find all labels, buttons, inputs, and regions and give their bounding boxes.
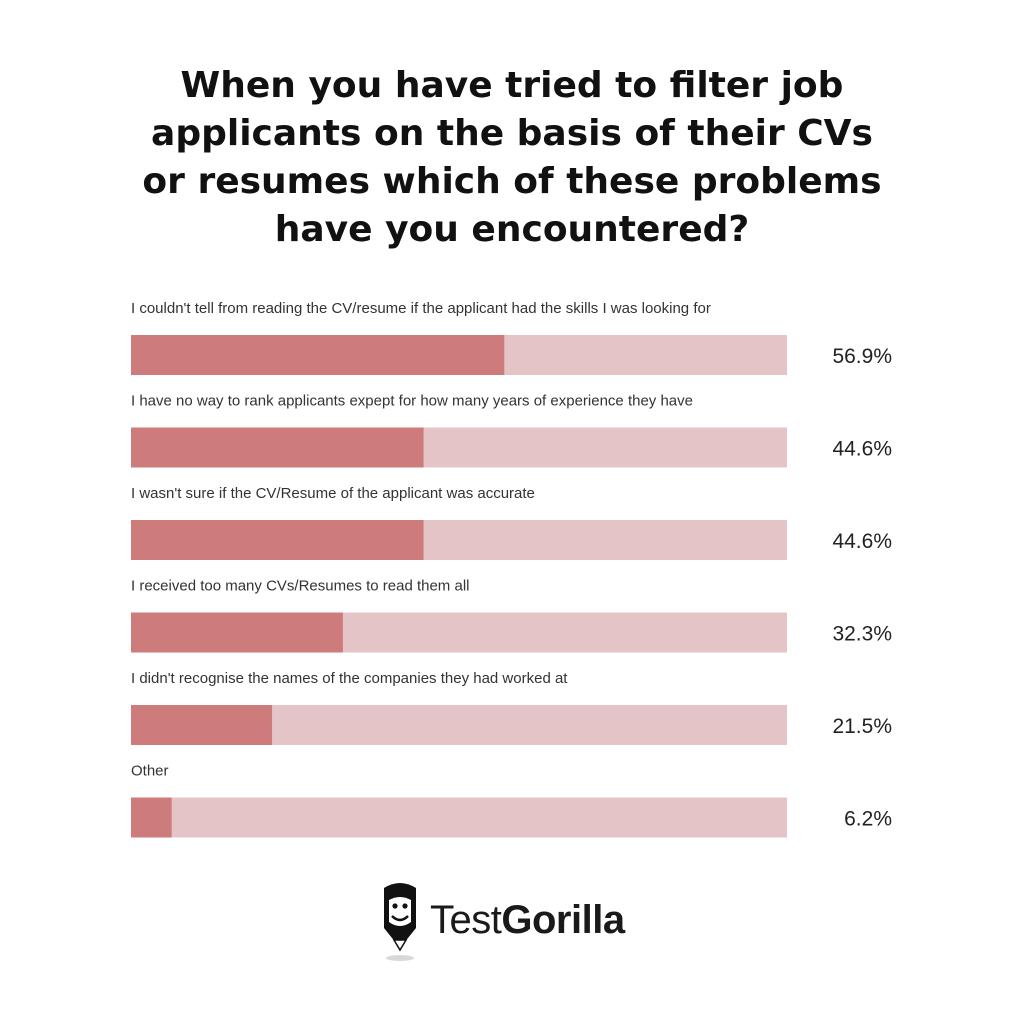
value-label: 56.9% <box>832 345 892 368</box>
title-line-4: have you encountered? <box>274 209 750 250</box>
title-line-1: When you have tried to filter job <box>180 65 844 106</box>
bar <box>131 705 273 745</box>
category-label: I wasn't sure if the CV/Resume of the ap… <box>131 485 535 502</box>
value-label: 44.6% <box>832 530 892 553</box>
bar-track <box>131 335 787 375</box>
bar <box>131 427 424 468</box>
bar-track <box>131 520 787 560</box>
brand-wordmark: TestGorilla <box>430 898 625 943</box>
category-label: I received too many CVs/Resumes to read … <box>131 578 469 595</box>
bar <box>131 520 424 560</box>
bar <box>131 797 172 838</box>
chart-title: When you have tried to filter job applic… <box>60 62 964 254</box>
bar-track <box>131 705 787 745</box>
category-label: I couldn't tell from reading the CV/resu… <box>131 300 711 317</box>
brand-name-bold: Gorilla <box>501 897 625 942</box>
brand-name-light: Test <box>430 897 502 942</box>
bar-track <box>131 612 787 653</box>
value-label: 32.3% <box>832 623 892 646</box>
value-label: 21.5% <box>832 715 892 738</box>
value-label: 44.6% <box>832 438 892 461</box>
category-label: Other <box>131 763 169 780</box>
gorilla-icon <box>384 883 416 961</box>
bar-track <box>131 797 787 838</box>
bar-track <box>131 427 787 468</box>
title-line-3: or resumes which of these problems <box>142 161 882 202</box>
bar <box>131 335 505 375</box>
brand-logo: TestGorilla <box>380 878 625 962</box>
bar <box>131 612 343 653</box>
value-label: 6.2% <box>844 808 892 831</box>
title-line-2: applicants on the basis of their CVs <box>151 113 873 154</box>
category-label: I didn't recognise the names of the comp… <box>131 670 568 687</box>
category-label: I have no way to rank applicants expept … <box>131 393 693 410</box>
